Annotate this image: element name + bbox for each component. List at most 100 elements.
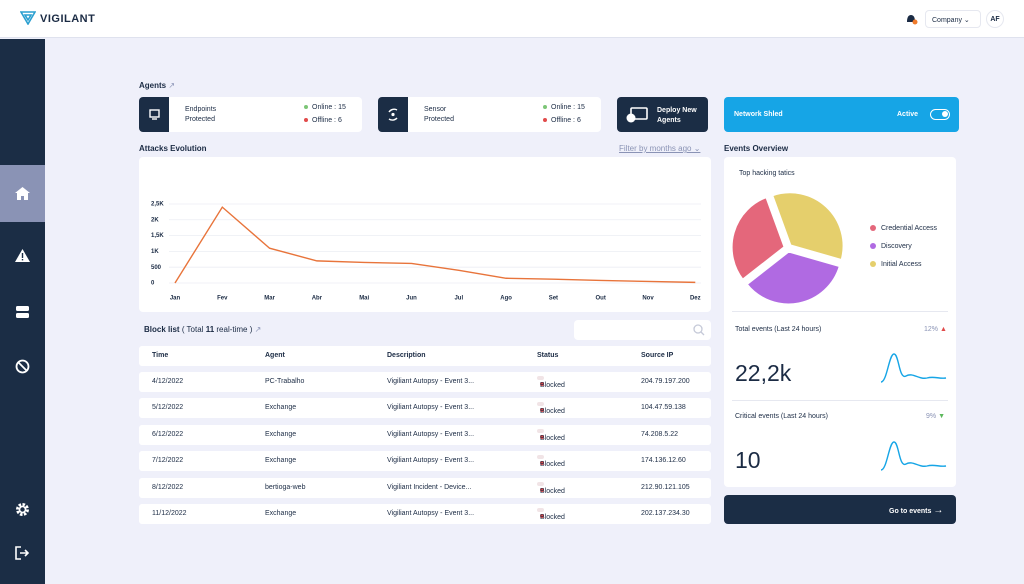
nav-alerts[interactable] (14, 248, 31, 263)
column-header: Source IP (641, 352, 674, 359)
status-dot (540, 514, 544, 518)
table-header: Time Agent Description Status Source IP (139, 346, 711, 366)
x-tick-label: Jul (454, 296, 463, 302)
brand: VIGILANT (40, 13, 96, 25)
agents-title: Agents ↗ (139, 81, 176, 90)
status-badge: Blocked (537, 376, 565, 389)
cell: Exchange (265, 404, 297, 411)
cell: 202.137.234.30 (641, 510, 690, 517)
notifications[interactable] (904, 12, 918, 26)
critical-value: 10 (735, 447, 761, 473)
status-text: Blocked (540, 382, 565, 389)
status-badge: Blocked (537, 508, 565, 521)
agent-offline: Offline : 6 (543, 117, 581, 124)
offline-dot (304, 118, 308, 123)
events-title: Events Overview (724, 144, 789, 153)
shield-toggle[interactable] (930, 109, 950, 120)
cell: 174.136.12.60 (641, 457, 686, 464)
cell: Vigiliant Autopsy - Event 3... (387, 510, 475, 517)
table-row: 7/12/2022 Exchange Vigiliant Autopsy - Eve… (139, 451, 711, 471)
go-to-events[interactable]: Go to events → (724, 495, 956, 524)
line-series (174, 206, 696, 284)
pie-slice (744, 249, 842, 307)
search-box[interactable] (574, 320, 711, 340)
x-tick-label: Ago (500, 296, 512, 302)
status-dot (540, 435, 544, 439)
nav-blocked[interactable] (15, 359, 30, 374)
x-tick-label: Dez (690, 296, 701, 302)
table-row: 8/12/2022 bertioga-web Vigiliant Incident … (139, 478, 711, 498)
logo (20, 11, 36, 25)
cell: 5/12/2022 (152, 404, 184, 411)
company: Company (932, 17, 962, 24)
column-header: Agent (265, 352, 285, 359)
sidebar (0, 39, 45, 584)
pie-slice (770, 190, 846, 263)
y-tick-label: 2K (151, 217, 159, 223)
x-tick-label: Out (596, 296, 606, 302)
agent-icon (139, 97, 169, 132)
x-tick-label: Nov (642, 296, 654, 302)
deploy-button[interactable]: Deploy New Agents (617, 97, 708, 132)
online-text: Online : 15 (551, 104, 585, 111)
offline-dot (543, 118, 547, 123)
avatar[interactable]: AF (986, 10, 1004, 28)
x-tick-label: Mai (359, 296, 369, 302)
status-dot (540, 488, 544, 492)
pie-chart: Top hacking tatics Credential Access Disco… (729, 170, 938, 307)
cell: Vigiliant Incident - Device... (387, 484, 472, 491)
critical-change: 9% ▼ (926, 413, 946, 420)
y-tick-label: 1,5K (151, 233, 164, 239)
total-value: 22,2k (735, 360, 792, 386)
agent-online: Online : 15 (543, 104, 585, 111)
column-header: Time (152, 352, 169, 359)
y-tick-label: 1K (151, 249, 159, 255)
nav-logout[interactable] (15, 546, 30, 560)
cell: Vigiliant Autopsy - Event 3... (387, 404, 475, 411)
company-select[interactable]: Company ⌄ (925, 10, 981, 28)
filter[interactable]: Filter by months ago ⌄ (619, 144, 701, 153)
table-row: 6/12/2022 Exchange Vigiliant Autopsy - Eve… (139, 425, 711, 445)
agent-label: Endpoints Protected (185, 106, 217, 123)
total-change: 12% ▲ (924, 326, 947, 333)
column-header: Status (537, 352, 559, 359)
cell: Exchange (265, 457, 297, 464)
agent-online: Online : 15 (304, 104, 346, 111)
deploy-label: Deploy New Agents (657, 107, 697, 124)
cell: 6/12/2022 (152, 431, 184, 438)
shield-state: Active (897, 111, 919, 118)
status-badge: Blocked (537, 402, 565, 415)
critical-sparkline (880, 441, 947, 471)
cell: Exchange (265, 510, 297, 517)
status-text: Blocked (540, 408, 565, 415)
cell: Vigiliant Autopsy - Event 3... (387, 431, 475, 438)
nav-home[interactable] (0, 165, 45, 222)
agent-icon (378, 97, 408, 132)
total-label: Total events (Last 24 hours) (735, 326, 822, 333)
status-text: Blocked (540, 435, 565, 442)
cell: 204.79.197.200 (641, 378, 690, 385)
status-badge: Blocked (537, 455, 565, 468)
cell: 8/12/2022 (152, 484, 184, 491)
critical-label: Critical events (Last 24 hours) (735, 413, 828, 420)
cell: PC-Trabalho (265, 378, 305, 385)
legend-dot (870, 243, 876, 249)
table-row: 5/12/2022 Exchange Vigiliant Autopsy - Eve… (139, 398, 711, 418)
cell: bertioga-web (265, 484, 306, 491)
nav-settings[interactable] (15, 502, 30, 517)
status-dot (540, 382, 544, 386)
x-tick-label: Jun (406, 296, 417, 302)
table-row: 4/12/2022 PC-Trabalho Vigiliant Autopsy - … (139, 372, 711, 392)
legend-label: Initial Access (881, 261, 922, 268)
nav-servers[interactable] (15, 305, 30, 319)
x-tick-label: Jan (170, 296, 181, 302)
cell: 212.90.121.105 (641, 484, 690, 491)
online-dot (543, 105, 547, 110)
agent-card: Endpoints Protected Online : 15 Offline : … (139, 97, 362, 132)
pie-slice (729, 194, 787, 282)
offline-text: Offline : 6 (551, 117, 581, 124)
x-tick-label: Fev (217, 296, 228, 302)
line-chart: 0 500 1K 1,5K 2K 2,5K Jan Fev Mar Abr Mai Jun Jul Ago… (139, 157, 711, 312)
cell: Vigiliant Autopsy - Event 3... (387, 378, 475, 385)
block-list-title: Block list ( Total 11 real-time ) ↗ (144, 325, 262, 334)
